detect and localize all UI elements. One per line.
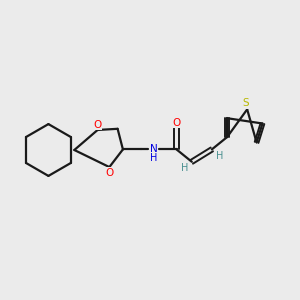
Text: O: O [93, 120, 101, 130]
Text: O: O [106, 168, 114, 178]
Text: H: H [216, 151, 223, 161]
Text: N: N [150, 143, 158, 154]
Text: O: O [172, 118, 181, 128]
Text: S: S [242, 98, 249, 108]
Text: H: H [150, 153, 158, 163]
Text: H: H [181, 163, 188, 173]
